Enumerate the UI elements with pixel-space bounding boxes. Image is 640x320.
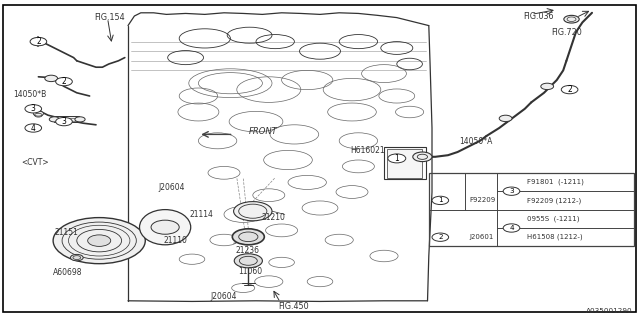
Bar <box>387 149 422 178</box>
Text: 21151: 21151 <box>54 228 78 237</box>
Text: FRONT: FRONT <box>248 127 277 136</box>
Circle shape <box>56 77 72 86</box>
Circle shape <box>30 37 47 46</box>
Circle shape <box>70 254 83 261</box>
Text: 21210: 21210 <box>261 213 285 222</box>
Text: FIG.720: FIG.720 <box>552 28 582 36</box>
Circle shape <box>25 105 42 113</box>
Circle shape <box>75 117 85 122</box>
Text: 4: 4 <box>31 124 36 132</box>
Text: 21114: 21114 <box>189 210 213 219</box>
Text: 3: 3 <box>31 104 36 113</box>
Text: FIG.036: FIG.036 <box>524 12 554 21</box>
Circle shape <box>564 15 579 23</box>
Text: H61508 (1212-): H61508 (1212-) <box>527 234 582 240</box>
Circle shape <box>151 220 179 234</box>
Text: 21110: 21110 <box>163 236 187 245</box>
Text: F92209: F92209 <box>469 197 495 204</box>
Text: J20604: J20604 <box>210 292 236 301</box>
Text: 2: 2 <box>438 234 443 240</box>
Circle shape <box>432 196 449 204</box>
Text: J20604: J20604 <box>159 183 185 192</box>
Text: FIG.450: FIG.450 <box>278 302 309 311</box>
Text: <CVT>: <CVT> <box>21 158 49 167</box>
Circle shape <box>503 224 520 232</box>
Circle shape <box>561 85 578 94</box>
Text: F92209 (1212-): F92209 (1212-) <box>527 197 581 204</box>
Text: 3: 3 <box>509 188 514 194</box>
Text: 0955S  (-1211): 0955S (-1211) <box>527 216 579 222</box>
Circle shape <box>53 218 145 264</box>
Text: J20601: J20601 <box>469 234 493 240</box>
Circle shape <box>499 115 512 122</box>
Circle shape <box>33 111 44 116</box>
Circle shape <box>25 124 42 132</box>
Text: A035001290: A035001290 <box>586 308 632 314</box>
Circle shape <box>232 229 264 245</box>
Text: 14050*B: 14050*B <box>13 90 46 99</box>
Circle shape <box>432 233 449 241</box>
Bar <box>54 118 79 121</box>
Circle shape <box>45 75 58 82</box>
Circle shape <box>541 83 554 90</box>
Circle shape <box>88 235 111 246</box>
Circle shape <box>56 117 72 126</box>
Text: F91801  (-1211): F91801 (-1211) <box>527 179 584 185</box>
Ellipse shape <box>140 210 191 245</box>
Bar <box>384 147 426 179</box>
Text: 3: 3 <box>61 117 67 126</box>
Text: 14050*A: 14050*A <box>460 137 493 146</box>
Text: 1: 1 <box>438 197 443 204</box>
Circle shape <box>49 117 60 122</box>
Bar <box>54 116 79 122</box>
Text: 11060: 11060 <box>238 267 262 276</box>
Text: FIG.154: FIG.154 <box>95 13 125 22</box>
Text: 2: 2 <box>567 85 572 94</box>
Text: 2: 2 <box>36 37 41 46</box>
Text: A60698: A60698 <box>53 268 83 277</box>
Text: 2: 2 <box>61 77 67 86</box>
Circle shape <box>413 152 432 162</box>
Text: H616021: H616021 <box>350 146 385 155</box>
Circle shape <box>234 202 272 221</box>
Circle shape <box>503 187 520 195</box>
Circle shape <box>31 38 46 45</box>
Text: 4: 4 <box>509 225 514 231</box>
Text: 21236: 21236 <box>236 246 260 255</box>
Circle shape <box>234 254 262 268</box>
Text: 1: 1 <box>394 154 399 163</box>
Bar <box>429 173 634 246</box>
Circle shape <box>388 154 406 163</box>
